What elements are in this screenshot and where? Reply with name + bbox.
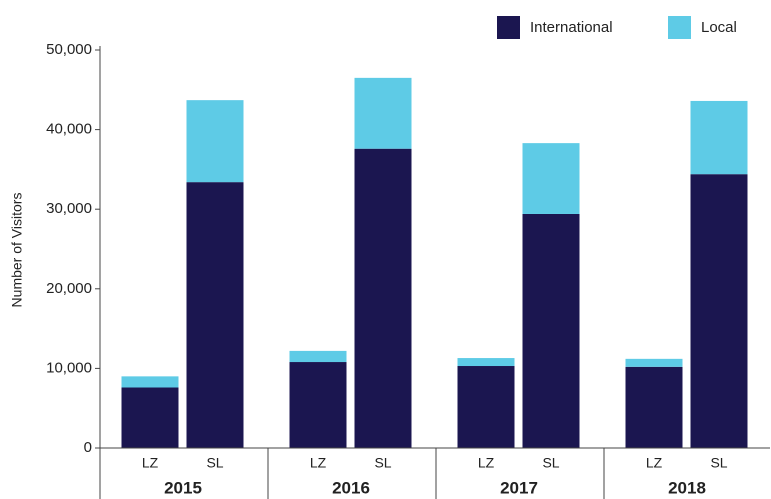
bar-segment (354, 148, 412, 449)
y-axis-label: Number of Visitors (9, 193, 25, 308)
bar-segment (625, 358, 683, 367)
x-tick-label: SL (206, 455, 223, 471)
bar-segment (289, 350, 347, 363)
y-tick-label: 30,000 (46, 200, 92, 217)
y-tick-label: 10,000 (46, 359, 92, 376)
x-tick-label: LZ (478, 455, 495, 471)
bar-segment (690, 174, 748, 448)
bar-segment (121, 387, 179, 448)
x-tick-label: SL (710, 455, 727, 471)
legend-swatch (668, 16, 691, 39)
legend-label: Local (701, 19, 737, 36)
group-label: 2018 (668, 478, 706, 497)
group-label: 2016 (332, 478, 370, 497)
bar-segment (625, 366, 683, 448)
bar-segment (522, 143, 580, 214)
x-tick-label: LZ (142, 455, 159, 471)
group-label: 2017 (500, 478, 538, 497)
bar-segment (186, 100, 244, 183)
y-tick-label: 40,000 (46, 121, 92, 138)
x-tick-label: LZ (310, 455, 327, 471)
legend-swatch (497, 16, 520, 39)
legend-label: International (530, 19, 613, 36)
x-tick-label: SL (542, 455, 559, 471)
bar-segment (457, 366, 515, 448)
group-label: 2015 (164, 478, 202, 497)
y-tick-label: 20,000 (46, 280, 92, 297)
bar-segment (690, 100, 748, 175)
x-tick-label: LZ (646, 455, 663, 471)
bar-segment (289, 362, 347, 448)
bar-segment (354, 77, 412, 149)
y-tick-label: 50,000 (46, 41, 92, 58)
y-tick-label: 0 (84, 439, 92, 456)
bar-segment (457, 358, 515, 367)
bar-segment (186, 182, 244, 449)
bar-segment (121, 376, 179, 388)
x-tick-label: SL (374, 455, 391, 471)
bar-segment (522, 213, 580, 448)
